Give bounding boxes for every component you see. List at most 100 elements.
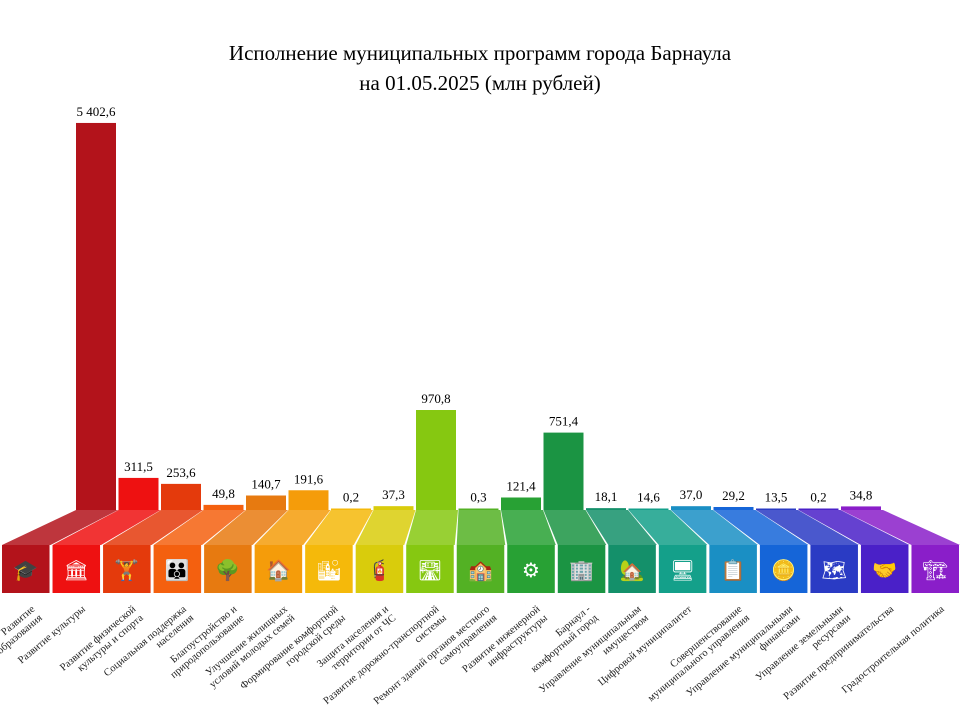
icon-panel — [456, 545, 505, 593]
bar-connector — [628, 510, 708, 545]
icon-panel — [355, 545, 404, 593]
icon-panel — [911, 545, 959, 593]
data-label: 5 402,6 — [77, 104, 117, 119]
city-comfort-icon: 🏢 — [569, 558, 594, 582]
data-label: 13,5 — [765, 490, 788, 505]
bar-connector — [671, 510, 758, 545]
data-label: 37,0 — [680, 487, 703, 502]
bar-connector — [756, 510, 859, 545]
data-label: 49,8 — [212, 486, 235, 501]
bar — [798, 508, 839, 510]
icon-panel — [860, 545, 909, 593]
icon-panel — [52, 545, 101, 593]
icon-panel — [406, 545, 454, 593]
fire-extinguisher-icon: 🧯 — [367, 558, 392, 582]
data-label: 37,3 — [382, 487, 405, 502]
bar — [586, 508, 626, 510]
bar — [118, 477, 159, 510]
bar-connector — [103, 510, 203, 545]
bar — [161, 483, 201, 510]
data-label: 0,3 — [470, 490, 486, 505]
icon-panel — [608, 545, 656, 593]
house-person-icon: 🏡 — [620, 558, 645, 582]
icon-panel — [507, 545, 555, 593]
data-label: 311,5 — [124, 459, 153, 474]
bar — [713, 506, 754, 510]
icon-panel — [759, 545, 808, 593]
bar — [203, 504, 244, 510]
bar — [76, 122, 116, 511]
bar-connector — [355, 510, 416, 545]
data-label: 121,4 — [506, 478, 536, 493]
bar-connector — [713, 510, 809, 545]
icon-panel — [153, 545, 202, 593]
graduation-cap-icon: 🎓 — [13, 558, 38, 582]
tree-bench-icon: 🌳 — [215, 558, 240, 582]
document-check-icon: 📋 — [721, 558, 746, 582]
bar-connector — [543, 510, 607, 545]
chart-title: Исполнение муниципальных программ города… — [229, 41, 732, 65]
bar — [373, 506, 414, 510]
data-label: 14,6 — [637, 489, 660, 504]
bar-connector — [586, 510, 657, 545]
bar-connector — [305, 510, 373, 545]
bar — [246, 495, 286, 510]
icon-panel — [204, 545, 252, 593]
data-label: 751,4 — [549, 414, 579, 429]
data-label: 34,8 — [850, 487, 873, 502]
bar — [501, 497, 541, 510]
bar — [331, 508, 371, 510]
land-plot-icon: 🗺 — [821, 558, 846, 582]
data-label: 0,2 — [810, 490, 826, 505]
bar-connector — [153, 510, 246, 545]
bar — [841, 506, 881, 510]
bar — [288, 490, 329, 510]
icon-panel — [254, 545, 303, 593]
bar — [628, 508, 669, 510]
bar — [458, 508, 499, 510]
engineering-icon: ⚙ — [522, 558, 540, 582]
bar-connector — [2, 510, 118, 545]
handshake-icon: 🤝 — [872, 558, 897, 582]
chart-subtitle: на 01.05.2025 (млн рублей) — [359, 71, 600, 95]
data-label: 253,6 — [166, 465, 196, 480]
road-icon: 🛣 — [417, 558, 442, 582]
bar-connector — [204, 510, 288, 545]
data-label: 191,6 — [294, 471, 324, 486]
icon-panel — [709, 545, 757, 593]
data-label: 970,8 — [421, 391, 450, 406]
icon-panel — [305, 545, 353, 593]
computer-icon: 🖥 — [670, 558, 695, 582]
icon-panel — [2, 545, 50, 593]
icon-panel — [557, 545, 606, 593]
icon-panel — [810, 545, 858, 593]
data-label: 140,7 — [251, 477, 281, 492]
bar — [671, 506, 711, 510]
building-icon: 🏫 — [468, 558, 493, 582]
coins-icon: 🪙 — [771, 558, 796, 582]
crane-icon: 🏗 — [923, 558, 948, 582]
bar-connector — [406, 510, 458, 545]
bar — [543, 432, 584, 510]
weightlifter-icon: 🏋 — [114, 558, 139, 582]
bar-connector — [52, 510, 161, 545]
bar-connector — [456, 510, 506, 545]
icon-panel — [658, 545, 707, 593]
family-icon: 👪 — [165, 558, 190, 582]
data-label: 29,2 — [722, 488, 745, 503]
bar — [416, 410, 456, 510]
data-label: 18,1 — [595, 489, 618, 504]
bar-connector — [254, 510, 331, 545]
house-family-icon: 🏠 — [266, 558, 291, 582]
bar-connector — [798, 510, 910, 545]
category-label: Градостроительная политика — [840, 604, 947, 696]
column-icon: 🏛 — [64, 558, 89, 582]
bar — [756, 508, 796, 510]
bar-connector — [501, 510, 556, 545]
bar-connector — [841, 510, 960, 545]
city-icon: 🏙 — [316, 558, 341, 582]
data-label: 0,2 — [343, 490, 359, 505]
icon-panel — [103, 545, 151, 593]
